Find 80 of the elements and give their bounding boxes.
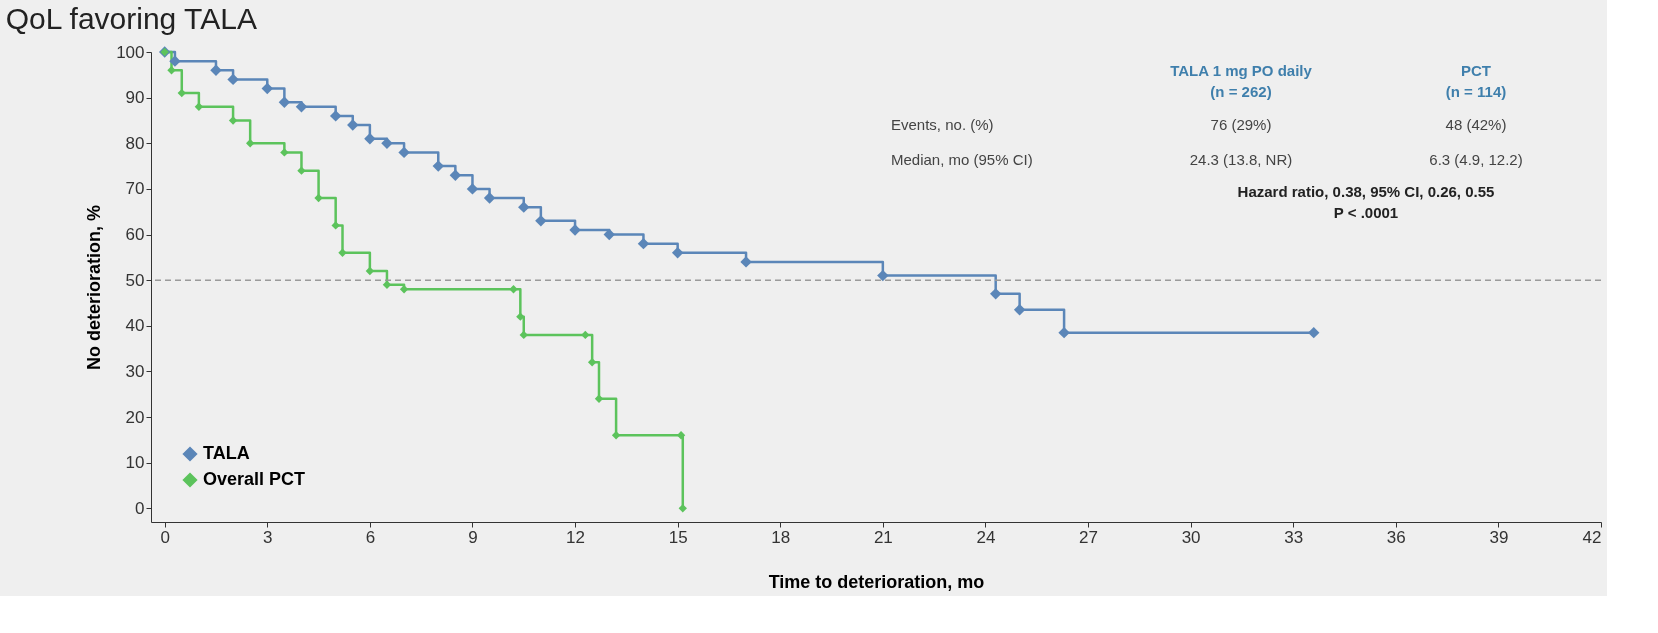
annotation: TALA 1 mg PO daily xyxy=(1170,62,1313,79)
y-tick-label: 60 xyxy=(125,225,145,245)
point xyxy=(581,330,590,340)
x-tick-label: 18 xyxy=(771,527,791,547)
x-tick-label: 33 xyxy=(1284,527,1304,547)
x-tick-label: 3 xyxy=(263,527,273,547)
x-tick-label: 42 xyxy=(1582,527,1602,547)
point xyxy=(329,110,342,122)
x-tick-label: 9 xyxy=(468,527,478,547)
annotation: P < .0001 xyxy=(1333,204,1399,221)
point xyxy=(509,285,518,294)
point xyxy=(314,193,323,203)
x-tick-label: 39 xyxy=(1489,527,1509,547)
point xyxy=(261,82,273,95)
point xyxy=(297,166,306,175)
point xyxy=(603,228,615,241)
x-tick-label: 12 xyxy=(566,527,586,547)
point xyxy=(167,66,176,75)
x-tick-label: 36 xyxy=(1386,527,1406,547)
point xyxy=(611,431,621,440)
x-tick-label: 30 xyxy=(1181,527,1201,547)
point xyxy=(228,116,238,125)
y-tick-label: 90 xyxy=(125,88,145,108)
annotation: Hazard ratio, 0.38, 95% CI, 0.26, 0.55 xyxy=(1237,183,1495,200)
y-tick-label: 40 xyxy=(125,316,145,336)
point xyxy=(432,160,444,172)
y-tick-label: 0 xyxy=(135,498,145,518)
point xyxy=(594,394,604,403)
point xyxy=(519,330,528,340)
point xyxy=(331,221,340,230)
point xyxy=(678,504,687,513)
y-tick-label: 80 xyxy=(125,133,145,153)
annotation: 24.3 (13.8, NR) xyxy=(1189,151,1293,168)
point xyxy=(364,133,376,145)
point xyxy=(245,139,255,148)
point xyxy=(169,55,181,67)
point xyxy=(516,312,525,321)
point xyxy=(280,148,289,157)
point xyxy=(295,101,308,113)
point xyxy=(671,247,684,259)
y-tick-label: 70 xyxy=(125,179,145,199)
x-tick-label: 27 xyxy=(1079,527,1098,547)
point xyxy=(1308,326,1320,339)
point xyxy=(587,358,597,367)
point xyxy=(399,285,409,294)
point xyxy=(518,201,530,213)
x-tick-label: 24 xyxy=(976,527,996,547)
chart-title: QoL favoring TALA xyxy=(5,2,257,35)
y-tick-label: 50 xyxy=(125,270,145,290)
y-tick-label: 20 xyxy=(125,407,145,427)
x-axis-title: Time to deterioration, mo xyxy=(768,571,985,592)
x-tick-label: 15 xyxy=(668,527,688,547)
point xyxy=(347,119,359,131)
x-tick-label: 21 xyxy=(873,527,893,547)
point xyxy=(382,280,392,289)
point xyxy=(381,137,393,149)
point xyxy=(535,215,547,227)
x-tick-label: 0 xyxy=(160,527,170,547)
y-tick-label: 10 xyxy=(125,453,145,473)
y-axis-title: No deterioration, % xyxy=(84,204,105,371)
annotation: 6.3 (4.9, 12.2) xyxy=(1429,151,1523,168)
annotation: Median, mo (95% CI) xyxy=(891,151,1033,168)
point xyxy=(210,64,222,76)
x-tick-label: 6 xyxy=(365,527,376,547)
point xyxy=(338,248,347,257)
point xyxy=(569,224,581,236)
point xyxy=(740,256,752,268)
point xyxy=(1013,304,1026,316)
y-tick-label: 30 xyxy=(125,361,145,381)
annotation: PCT xyxy=(1461,62,1491,79)
legend-label: Overall PCT xyxy=(203,469,306,489)
legend-label: TALA xyxy=(203,443,250,463)
annotation: Events, no. (%) xyxy=(891,116,994,133)
annotation: 48 (42%) xyxy=(1445,116,1507,133)
point xyxy=(676,431,686,440)
y-tick-label: 100 xyxy=(116,42,145,62)
annotation: (n = 114) xyxy=(1445,83,1507,100)
point xyxy=(989,288,1002,300)
annotation: 76 (29%) xyxy=(1210,116,1272,133)
annotation: (n = 262) xyxy=(1210,83,1272,100)
